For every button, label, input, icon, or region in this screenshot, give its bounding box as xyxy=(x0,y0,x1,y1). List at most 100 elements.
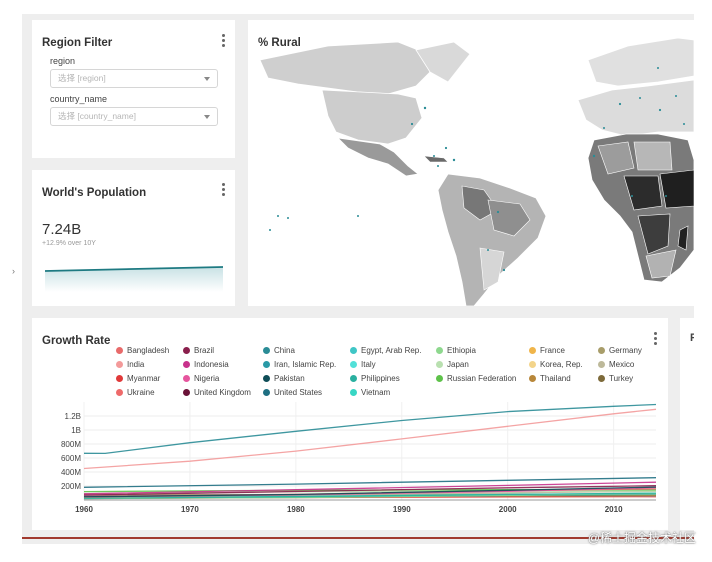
legend-item[interactable]: Russian Federation xyxy=(436,374,516,383)
legend-item[interactable]: Nigeria xyxy=(183,374,219,383)
sparkline-line xyxy=(44,266,224,272)
population-value: 7.24B xyxy=(42,221,82,238)
legend-item[interactable]: China xyxy=(263,346,295,355)
map-north-africa-west[interactable] xyxy=(597,141,635,175)
legend-item[interactable]: United States xyxy=(263,388,322,397)
legend-item[interactable]: Thailand xyxy=(529,374,571,383)
series-line-pakistan[interactable] xyxy=(83,486,657,498)
legend-swatch xyxy=(529,361,536,368)
legend-swatch xyxy=(183,389,190,396)
series-line-philippines[interactable] xyxy=(83,492,657,499)
legend-item[interactable]: Ukraine xyxy=(116,388,155,397)
legend-swatch xyxy=(183,361,190,368)
legend-item[interactable]: Egypt, Arab Rep. xyxy=(350,346,421,355)
legend-label: Pakistan xyxy=(274,374,305,383)
legend-item[interactable]: Ethiopia xyxy=(436,346,476,355)
map-argentina[interactable] xyxy=(479,247,505,291)
legend-item[interactable]: France xyxy=(529,346,565,355)
population-title: World's Population xyxy=(42,187,147,199)
population-menu-icon[interactable] xyxy=(222,183,225,198)
legend-swatch xyxy=(263,389,270,396)
legend-item[interactable]: Philippines xyxy=(350,374,400,383)
y-tick-label: 400M xyxy=(61,468,81,477)
dashboard-canvas: Region Filter region 选择 [region] country… xyxy=(22,14,694,544)
legend-swatch xyxy=(436,375,443,382)
region-select[interactable]: 选择 [region] xyxy=(50,69,218,88)
legend-label: Ethiopia xyxy=(447,346,476,355)
legend-swatch xyxy=(116,347,123,354)
legend-swatch xyxy=(598,375,605,382)
population-sparkline xyxy=(44,266,224,292)
map-canada[interactable] xyxy=(259,41,431,95)
legend-swatch xyxy=(598,361,605,368)
map-mexico[interactable] xyxy=(336,137,419,177)
map-andes[interactable] xyxy=(461,185,499,221)
region-filter-menu-icon[interactable] xyxy=(222,34,225,49)
legend-swatch xyxy=(263,347,270,354)
legend-label: Korea, Rep. xyxy=(540,360,583,369)
map-north-africa-east[interactable] xyxy=(633,141,673,171)
legend-item[interactable]: India xyxy=(116,360,144,369)
x-tick-label: 1960 xyxy=(75,505,93,514)
legend-item[interactable]: Turkey xyxy=(598,374,633,383)
map-caribbean[interactable] xyxy=(423,155,449,163)
legend-item[interactable]: United Kingdom xyxy=(183,388,251,397)
legend-swatch xyxy=(350,347,357,354)
map-south-america[interactable] xyxy=(437,173,547,306)
map-central-africa[interactable] xyxy=(623,175,663,211)
y-tick-label: 1.2B xyxy=(65,412,81,421)
legend-label: United Kingdom xyxy=(194,388,251,397)
legend-swatch xyxy=(350,389,357,396)
growth-rate-menu-icon[interactable] xyxy=(654,332,657,347)
legend-item[interactable]: Iran, Islamic Rep. xyxy=(263,360,336,369)
legend-label: Mexico xyxy=(609,360,635,369)
map-usa[interactable] xyxy=(321,89,423,145)
legend-item[interactable]: Bangladesh xyxy=(116,346,169,355)
sparkline-area xyxy=(45,267,223,292)
world-map[interactable] xyxy=(248,20,694,306)
x-tick-label: 2000 xyxy=(499,505,517,514)
legend-item[interactable]: Myanmar xyxy=(116,374,160,383)
legend-label: Indonesia xyxy=(194,360,229,369)
map-southern-central-africa[interactable] xyxy=(637,213,671,255)
map-greenland[interactable] xyxy=(415,41,471,83)
legend-item[interactable]: Korea, Rep. xyxy=(529,360,583,369)
legend-item[interactable]: Pakistan xyxy=(263,374,305,383)
map-europe[interactable] xyxy=(577,79,694,137)
region-select-placeholder: 选择 [region] xyxy=(58,73,106,83)
x-tick-label: 1970 xyxy=(181,505,199,514)
map-brazil[interactable] xyxy=(487,199,531,237)
series-line-united-states[interactable] xyxy=(83,477,657,488)
map-scandinavia[interactable] xyxy=(587,37,694,87)
map-south-africa[interactable] xyxy=(645,249,677,279)
map-madagascar[interactable] xyxy=(677,225,689,251)
series-line-india[interactable] xyxy=(83,408,657,470)
chevron-down-icon xyxy=(204,77,210,81)
legend-label: Thailand xyxy=(540,374,571,383)
legend-swatch xyxy=(598,347,605,354)
series-line-indonesia[interactable] xyxy=(83,481,657,495)
legend-swatch xyxy=(116,361,123,368)
legend-label: Philippines xyxy=(361,374,400,383)
legend-item[interactable]: Indonesia xyxy=(183,360,229,369)
legend-swatch xyxy=(183,375,190,382)
legend-item[interactable]: Japan xyxy=(436,360,469,369)
legend-swatch xyxy=(529,347,536,354)
legend-label: China xyxy=(274,346,295,355)
map-east-africa[interactable] xyxy=(659,169,694,209)
legend-item[interactable]: Mexico xyxy=(598,360,634,369)
country-name-select[interactable]: 选择 [country_name] xyxy=(50,107,218,126)
y-tick-label: 800M xyxy=(61,440,81,449)
series-line-china[interactable] xyxy=(83,403,657,455)
legend-label: Brazil xyxy=(194,346,215,355)
legend-swatch xyxy=(263,361,270,368)
legend-label: Japan xyxy=(447,360,469,369)
legend-item[interactable]: Vietnam xyxy=(350,388,390,397)
rural-map-panel: % Rural xyxy=(248,20,694,306)
series-line-brazil[interactable] xyxy=(83,485,657,496)
country-name-select-placeholder: 选择 [country_name] xyxy=(58,111,136,121)
legend-item[interactable]: Brazil xyxy=(183,346,214,355)
legend-item[interactable]: Italy xyxy=(350,360,376,369)
legend-item[interactable]: Germany xyxy=(598,346,642,355)
legend-label: Turkey xyxy=(609,374,634,383)
